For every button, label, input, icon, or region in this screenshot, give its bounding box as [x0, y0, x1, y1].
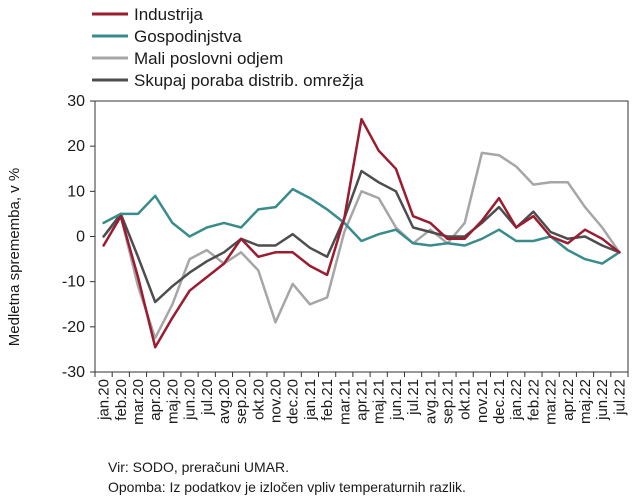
y-tick-label: 0	[76, 229, 85, 246]
x-tick-label: feb.21	[319, 379, 336, 421]
x-tick-label: jan.22	[508, 379, 525, 421]
x-tick-label: jul.20	[199, 379, 216, 416]
legend-label: Gospodinjstva	[134, 27, 242, 46]
x-tick-label: mar.22	[543, 379, 560, 425]
y-tick-label: 10	[67, 183, 85, 200]
x-tick-label: apr.21	[354, 379, 371, 421]
x-tick-label: sep.20	[233, 379, 250, 424]
x-tick-label: maj.20	[164, 379, 181, 424]
y-tick-label: -10	[62, 274, 85, 291]
x-tick-label: okt.21	[457, 379, 474, 420]
series-line	[102, 151, 621, 340]
x-tick-label: dec.21	[491, 379, 508, 424]
x-tick-label: avg.20	[216, 379, 233, 424]
x-tick-label: dec.20	[285, 379, 302, 424]
x-tick-label: maj.21	[371, 379, 388, 424]
series-lines	[102, 117, 621, 349]
x-tick-label: jun.22	[594, 379, 611, 421]
x-tick-label: nov.20	[268, 379, 285, 423]
x-tick-label: jul.21	[405, 379, 422, 416]
remark-note: Opomba: Iz podatkov je izločen vpliv tem…	[108, 479, 466, 495]
x-tick-label: jun.20	[182, 379, 199, 421]
y-tick-label: -30	[62, 364, 85, 381]
legend-label: Mali poslovni odjem	[134, 49, 283, 68]
x-tick-label: avg.21	[422, 379, 439, 424]
x-tick-label: mar.21	[336, 379, 353, 425]
y-tick-label: 30	[67, 93, 85, 110]
x-tick-label: jan.20	[96, 379, 113, 421]
x-tick-label: apr.20	[147, 379, 164, 421]
x-tick-label: okt.20	[250, 379, 267, 420]
legend-label: Industrija	[134, 5, 204, 24]
x-tick-label: mar.20	[130, 379, 147, 425]
y-tick-label: -20	[62, 319, 85, 336]
series-line	[102, 187, 621, 265]
series-line	[102, 169, 621, 304]
y-tick-label: 20	[67, 138, 85, 155]
x-axis: jan.20 feb.20 mar.20 apr.20 maj.20 jun.20 jul.…	[94, 372, 629, 425]
x-tick-label: feb.20	[113, 379, 130, 421]
x-tick-label: maj.22	[577, 379, 594, 424]
source-note: Vir: SODO, preračuni UMAR.	[108, 459, 290, 475]
x-tick-label: jan.21	[302, 379, 319, 421]
x-tick-label: jun.21	[388, 379, 405, 421]
x-tick-label: apr.22	[560, 379, 577, 421]
x-tick-label: nov.21	[474, 379, 491, 423]
x-tick-label: jul.22	[611, 379, 628, 416]
y-axis: -30 -20 -10 0 10 20 30	[62, 93, 95, 381]
series-line	[102, 117, 621, 349]
x-tick-label: feb.22	[525, 379, 542, 421]
legend: Industrija Gospodinjstva Mali poslovni odj…	[92, 5, 364, 90]
legend-label: Skupaj poraba distrib. omrežja	[134, 71, 364, 90]
x-tick-label: sep.21	[439, 379, 456, 424]
y-axis-label: Medletna sprememba, v %	[6, 167, 23, 347]
